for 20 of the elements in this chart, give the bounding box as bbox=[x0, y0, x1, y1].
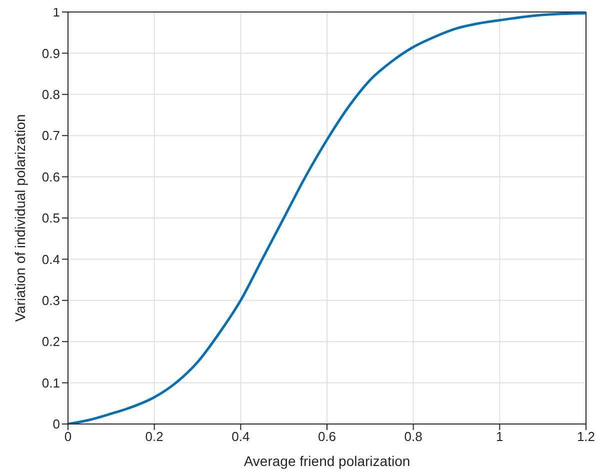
y-axis-title: Variation of individual polarization bbox=[12, 114, 28, 322]
x-tick-label: 1 bbox=[496, 429, 504, 444]
y-tick-label: 0.5 bbox=[42, 210, 60, 226]
x-tick-label: 0 bbox=[64, 429, 72, 444]
y-tick-label: 1 bbox=[52, 4, 60, 20]
x-tick-label: 0.4 bbox=[232, 429, 250, 444]
x-axis-title: Average friend polarization bbox=[244, 453, 410, 469]
y-tick-label: 0.2 bbox=[42, 334, 60, 350]
x-tick-label: 1.2 bbox=[576, 429, 596, 444]
y-tick-label: 0.8 bbox=[42, 87, 60, 102]
y-tick-label: 0.4 bbox=[42, 252, 60, 267]
x-tick-label: 0.8 bbox=[404, 429, 422, 444]
x-tick-label: 0.2 bbox=[145, 429, 164, 444]
y-tick-label: 0 bbox=[52, 416, 60, 432]
y-tick-label: 0.7 bbox=[42, 128, 60, 144]
x-tick-label: 0.6 bbox=[318, 429, 336, 444]
y-tick-label: 0.6 bbox=[42, 169, 60, 184]
y-tick-label: 0.3 bbox=[42, 293, 60, 308]
y-tick-label: 0.1 bbox=[42, 375, 60, 390]
y-tick-label: 0.9 bbox=[42, 46, 60, 61]
